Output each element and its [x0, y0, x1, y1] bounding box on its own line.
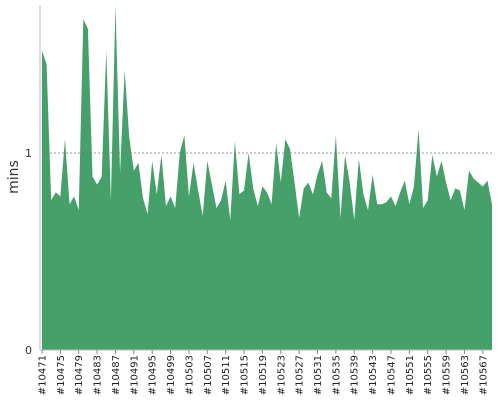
x-tick-label: #10483: [93, 355, 104, 395]
x-tick-label: #10515: [240, 355, 251, 395]
x-tick-label: #10551: [405, 355, 416, 395]
y-tick-label: 0: [25, 344, 32, 357]
y-axis: 01: [25, 5, 40, 357]
x-axis: #10471 #10475 #10479 #10483 #10487 #10491 #104…: [38, 350, 493, 395]
x-tick-label: #10479: [74, 355, 85, 395]
x-tick-label: #10499: [166, 355, 177, 395]
x-tick-label: #10487: [111, 355, 122, 395]
area-series: [42, 5, 492, 350]
x-tick-label: #10507: [203, 355, 214, 395]
x-tick-label: #10563: [460, 355, 471, 395]
x-tick-label: #10547: [386, 355, 397, 395]
x-tick-label: #10567: [478, 355, 489, 395]
x-tick-label: #10539: [350, 355, 361, 395]
x-tick-label: #10475: [56, 355, 67, 395]
x-tick-label: #10531: [313, 355, 324, 395]
x-tick-label: #10491: [129, 355, 140, 395]
y-axis-label: mins: [6, 160, 22, 194]
x-tick-label: #10527: [295, 355, 306, 395]
x-tick-label: #10559: [442, 355, 453, 395]
x-tick-label: #10555: [423, 355, 434, 395]
y-tick-label: 1: [25, 147, 32, 160]
x-tick-label: #10471: [38, 355, 49, 395]
x-tick-label: #10543: [368, 355, 379, 395]
x-tick-label: #10511: [221, 355, 232, 395]
x-tick-label: #10503: [184, 355, 195, 395]
x-tick-label: #10535: [331, 355, 342, 395]
x-tick-label: #10523: [276, 355, 287, 395]
x-tick-label: #10519: [258, 355, 269, 395]
plot-area: [42, 5, 492, 350]
x-tick-label: #10495: [148, 355, 159, 395]
